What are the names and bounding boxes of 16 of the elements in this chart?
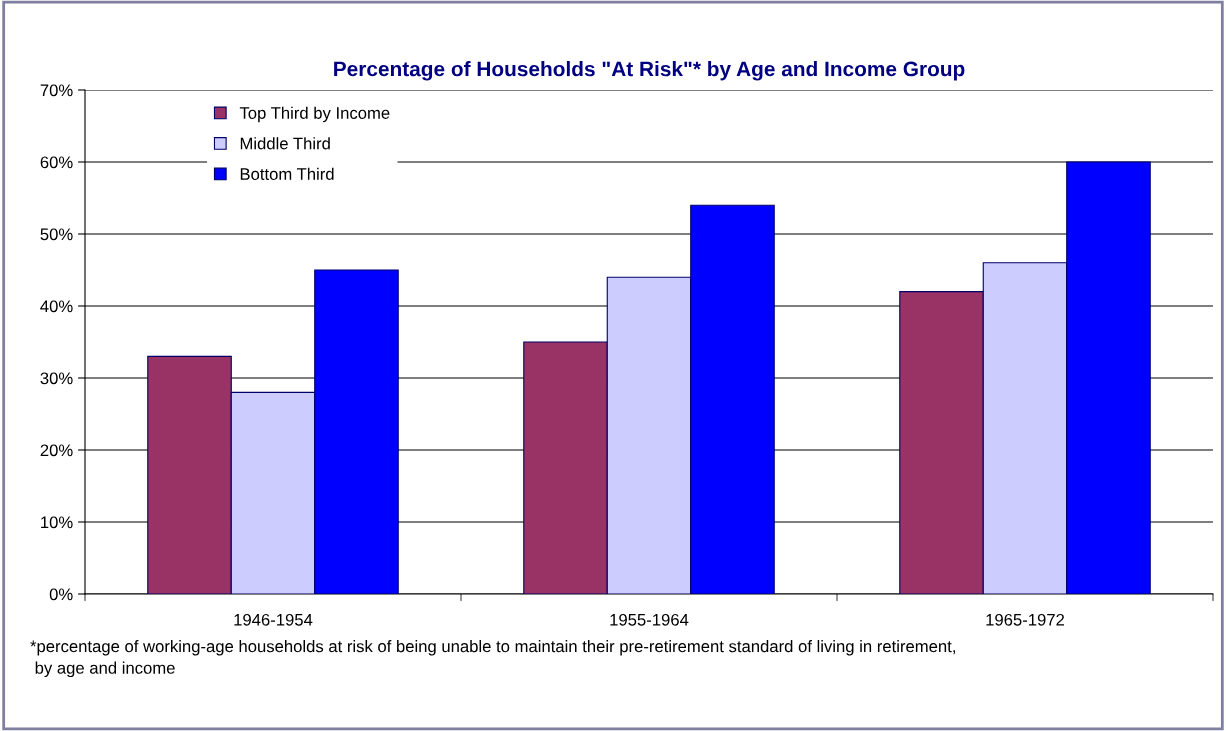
legend-label: Middle Third [240, 137, 330, 150]
x-tick-label: 1955-1964 [610, 613, 689, 626]
y-tick-label: 60% [40, 156, 73, 169]
y-tick-label: 0% [49, 588, 73, 601]
legend-label: Top Third by Income [239, 106, 390, 123]
x-tick-label: 1946-1954 [234, 613, 313, 626]
chart-title: Percentage of Households "At Risk"* by Age and Income Group [334, 61, 965, 81]
y-tick-label: 30% [40, 372, 73, 385]
y-tick-label: 20% [40, 444, 73, 457]
legend-label: Bottom Third [240, 167, 334, 180]
x-tick-label: 1965-1972 [986, 613, 1065, 626]
text: *percentage of working-age households at risk of being unable to maintain their pre-retirement standard of living in retirement, by age and income [30, 640, 955, 678]
y-tick-label: 40% [40, 300, 73, 313]
y-tick-label: 50% [40, 228, 73, 241]
y-tick-label: 10% [41, 516, 73, 529]
y-tick-label: 70% [40, 84, 73, 97]
